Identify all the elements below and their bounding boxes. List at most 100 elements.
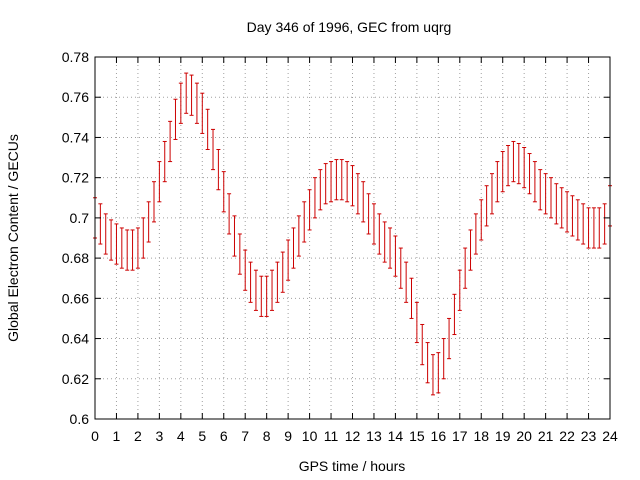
data-point — [430, 354, 435, 396]
data-point — [173, 98, 178, 140]
data-point — [420, 323, 425, 366]
data-point — [248, 261, 253, 303]
data-point — [457, 269, 462, 311]
data-point — [538, 169, 543, 211]
y-tick-label: 0.6 — [70, 411, 90, 427]
data-point — [98, 203, 103, 245]
data-point — [559, 187, 564, 229]
data-point — [398, 247, 403, 289]
data-point — [339, 159, 344, 201]
data-point — [495, 161, 500, 203]
data-point — [141, 217, 146, 259]
data-point — [543, 173, 548, 215]
x-tick-label: 15 — [409, 428, 425, 444]
data-point — [479, 199, 484, 241]
data-point — [565, 191, 570, 233]
data-point — [597, 207, 602, 249]
data-point — [178, 82, 183, 124]
x-tick-label: 6 — [220, 428, 228, 444]
gec-series — [93, 72, 612, 396]
data-point — [586, 207, 591, 249]
data-point — [205, 108, 210, 151]
data-point — [291, 227, 296, 269]
data-point — [468, 229, 473, 271]
data-point — [500, 151, 505, 193]
data-point — [162, 140, 167, 183]
data-point — [275, 261, 280, 303]
data-point — [355, 173, 360, 215]
chart-title: Day 346 of 1996, GEC from uqrg — [247, 19, 452, 35]
data-point — [211, 128, 216, 171]
x-tick-label: 14 — [388, 428, 404, 444]
data-point — [575, 199, 580, 241]
data-point — [532, 161, 537, 203]
data-point — [382, 221, 387, 263]
data-point — [125, 229, 130, 271]
data-point — [243, 249, 248, 291]
x-tick-label: 1 — [113, 428, 121, 444]
x-tick-label: 0 — [91, 428, 99, 444]
y-tick-label: 0.62 — [62, 371, 89, 387]
x-tick-label: 7 — [241, 428, 249, 444]
data-point — [318, 169, 323, 211]
x-tick-label: 21 — [538, 428, 554, 444]
data-point — [522, 147, 527, 189]
data-point — [307, 189, 312, 231]
x-tick-label: 5 — [198, 428, 206, 444]
data-point — [296, 215, 301, 257]
data-point — [157, 161, 162, 203]
data-point — [447, 317, 452, 360]
data-point — [221, 171, 226, 213]
x-axis-label: GPS time / hours — [299, 458, 406, 474]
y-tick-label: 0.66 — [62, 290, 89, 306]
data-point — [452, 293, 457, 336]
data-point — [388, 227, 393, 269]
x-tick-label: 19 — [495, 428, 511, 444]
data-point — [323, 163, 328, 205]
data-point — [404, 261, 409, 303]
data-point — [581, 203, 586, 245]
data-point — [103, 213, 108, 255]
x-tick-label: 4 — [177, 428, 185, 444]
x-tick-label: 11 — [324, 428, 339, 444]
data-point — [312, 177, 317, 219]
data-point — [489, 173, 494, 215]
x-tick-label: 24 — [602, 428, 618, 444]
data-point — [119, 227, 124, 269]
data-point — [216, 149, 221, 191]
data-point — [441, 338, 446, 380]
data-point — [146, 201, 151, 243]
data-point — [414, 301, 419, 344]
data-point — [259, 275, 264, 317]
data-point — [548, 177, 553, 219]
grid — [95, 57, 610, 419]
data-point — [280, 251, 285, 293]
data-point — [227, 193, 232, 235]
data-point — [270, 269, 275, 311]
data-point — [200, 92, 205, 134]
data-point — [109, 219, 114, 261]
data-point — [371, 203, 376, 245]
x-tick-label: 13 — [366, 428, 382, 444]
data-point — [237, 233, 242, 275]
data-point — [361, 181, 366, 223]
data-point — [425, 342, 430, 384]
x-tick-label: 10 — [302, 428, 318, 444]
data-point — [554, 183, 559, 225]
x-tick-label: 17 — [452, 428, 468, 444]
x-tick-label: 2 — [134, 428, 142, 444]
y-axis-label: Global Electron Content / GECUs — [5, 134, 21, 342]
data-point — [350, 165, 355, 207]
y-tick-label: 0.64 — [62, 331, 89, 347]
data-point — [591, 207, 596, 249]
data-point — [527, 153, 532, 195]
data-point — [473, 213, 478, 255]
x-tick-label: 3 — [155, 428, 163, 444]
y-tick-label: 0.78 — [62, 49, 89, 65]
data-point — [194, 82, 199, 124]
data-point — [334, 159, 339, 201]
data-point — [286, 239, 291, 281]
data-point — [570, 195, 575, 237]
